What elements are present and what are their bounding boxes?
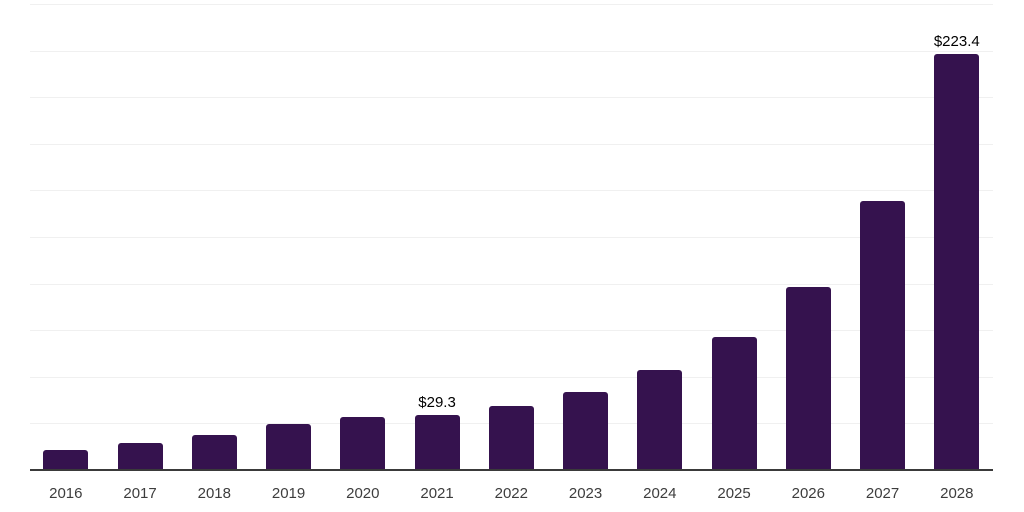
gridline-175 xyxy=(30,143,993,145)
bar-value-label-2028: $223.4 xyxy=(933,32,980,50)
bar-2025[interactable] xyxy=(711,337,757,470)
gridline-100 xyxy=(30,283,993,285)
gridline-150 xyxy=(30,190,993,192)
bar-2027[interactable] xyxy=(860,201,906,470)
gridline-125 xyxy=(30,237,993,238)
bar-2017[interactable] xyxy=(117,443,163,470)
gridline-225 xyxy=(30,50,993,52)
bar-2021[interactable] xyxy=(414,415,460,470)
x-tick-label-2016: 2016 xyxy=(49,485,83,502)
bar-2018[interactable] xyxy=(191,435,237,470)
x-tick-label-2025: 2025 xyxy=(717,485,751,502)
x-tick-label-2026: 2026 xyxy=(791,485,825,502)
gridline-75 xyxy=(30,330,993,332)
bar-2026[interactable] xyxy=(785,286,831,470)
bar-2028[interactable] xyxy=(934,53,980,470)
x-tick-label-2023: 2023 xyxy=(568,485,603,502)
x-axis-line xyxy=(30,469,993,471)
x-tick-label-2028: 2028 xyxy=(940,485,974,502)
x-tick-label-2021: 2021 xyxy=(420,485,454,502)
x-tick-label-2018: 2018 xyxy=(197,485,231,502)
bar-2022[interactable] xyxy=(488,406,534,470)
x-tick-label-2020: 2020 xyxy=(346,485,380,502)
gridline-50 xyxy=(30,376,993,378)
bar-value-label-2021: $29.3 xyxy=(418,394,456,412)
gridline-200 xyxy=(30,97,993,99)
x-tick-label-2027: 2027 xyxy=(865,485,900,502)
x-tick-label-2024: 2024 xyxy=(643,485,677,502)
bar-2020[interactable] xyxy=(340,416,386,470)
bar-2023[interactable] xyxy=(563,391,609,470)
bar-2024[interactable] xyxy=(637,369,683,470)
bar-2016[interactable] xyxy=(43,450,89,470)
x-tick-label-2017: 2017 xyxy=(123,485,157,502)
gridline-250 xyxy=(30,4,993,5)
x-tick-label-2019: 2019 xyxy=(271,485,306,502)
bar-2019[interactable] xyxy=(266,423,312,470)
x-tick-label-2022: 2022 xyxy=(494,485,528,502)
